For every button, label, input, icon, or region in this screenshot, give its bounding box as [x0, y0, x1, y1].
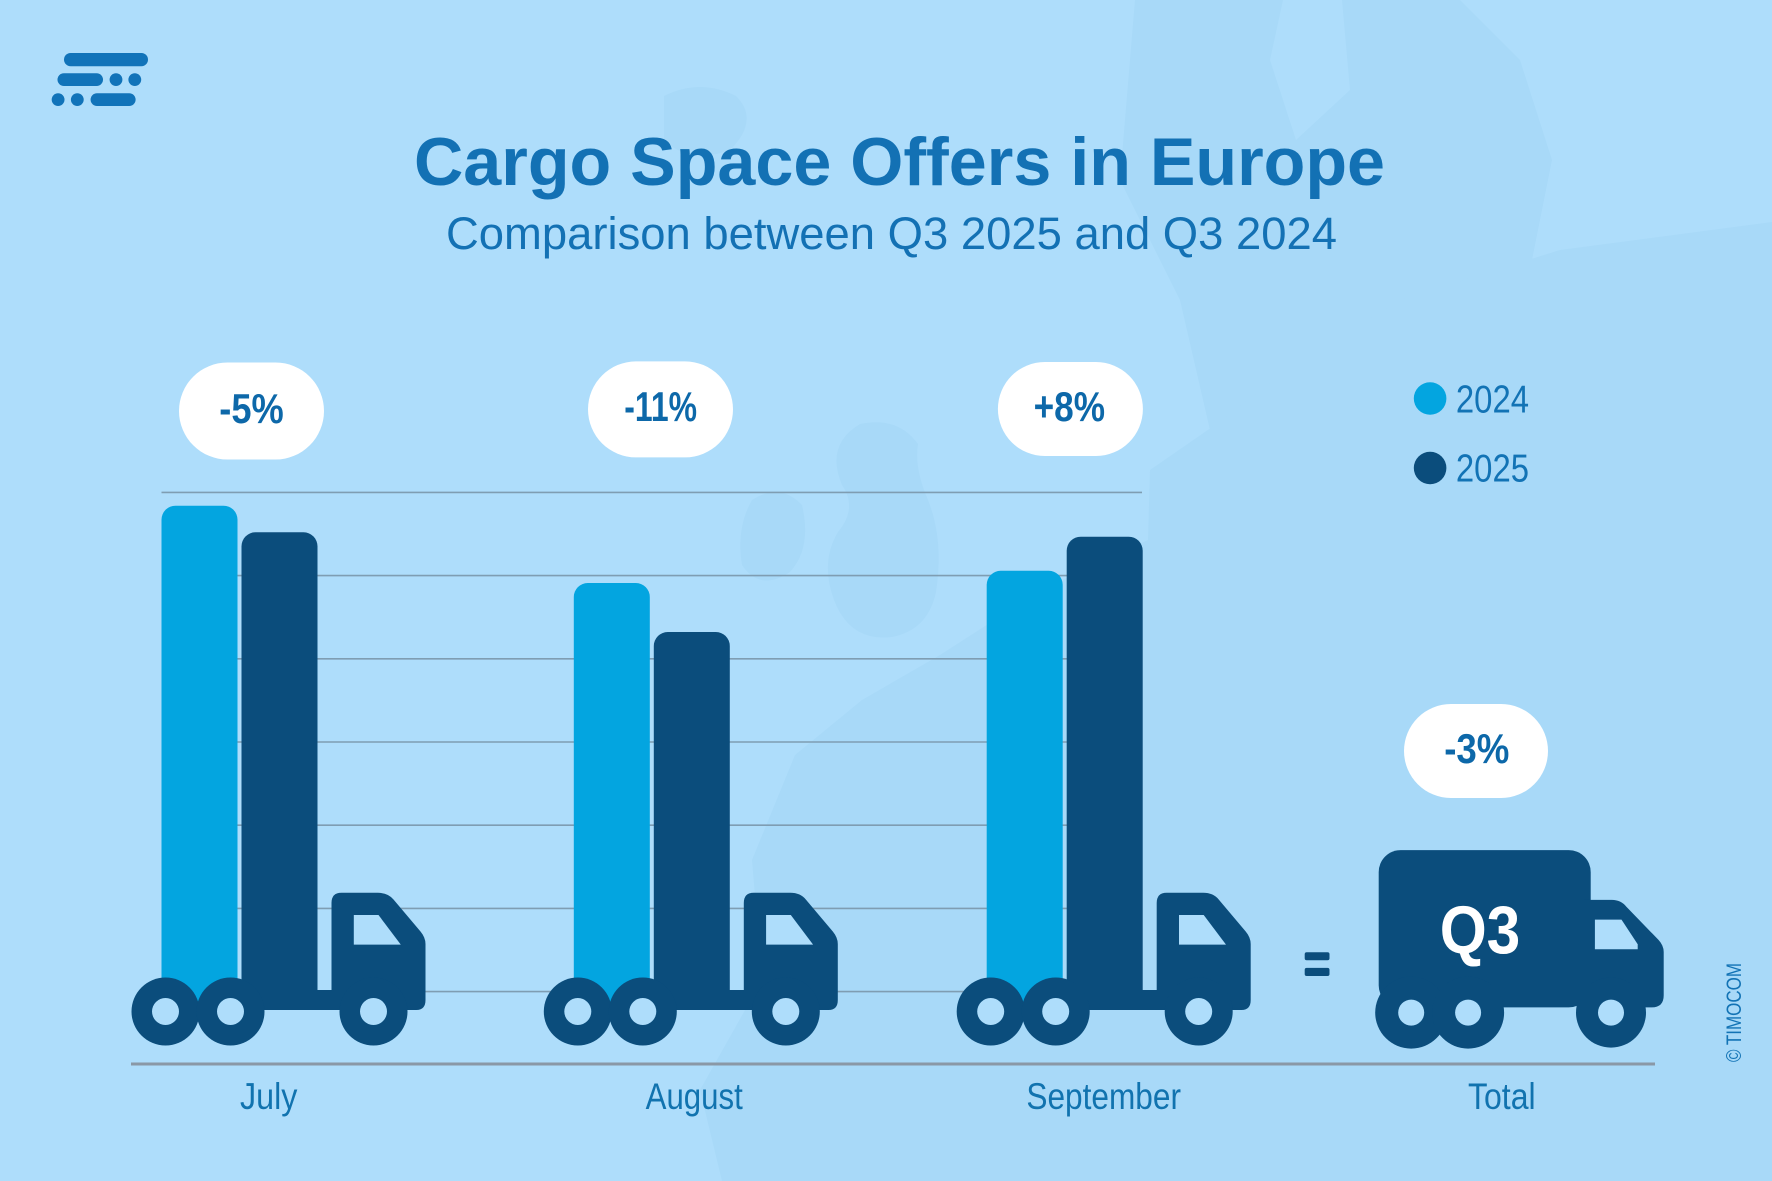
- svg-text:-11%: -11%: [624, 383, 697, 430]
- svg-text:2025: 2025: [1456, 447, 1529, 490]
- svg-text:August: August: [646, 1076, 744, 1117]
- svg-text:Q3: Q3: [1440, 892, 1521, 968]
- svg-text:September: September: [1026, 1076, 1181, 1117]
- svg-text:July: July: [240, 1076, 298, 1117]
- svg-text:Comparison between Q3 2025 and: Comparison between Q3 2025 and Q3 2024: [446, 208, 1337, 259]
- svg-text:2024: 2024: [1456, 378, 1529, 421]
- svg-text:-3%: -3%: [1444, 725, 1509, 772]
- svg-text:Cargo Space Offers in Europe: Cargo Space Offers in Europe: [414, 124, 1385, 200]
- svg-text:-5%: -5%: [219, 385, 283, 432]
- svg-text:© TIMOCOM: © TIMOCOM: [1723, 963, 1746, 1062]
- svg-text:Total: Total: [1468, 1076, 1536, 1117]
- svg-text:+8%: +8%: [1034, 383, 1105, 430]
